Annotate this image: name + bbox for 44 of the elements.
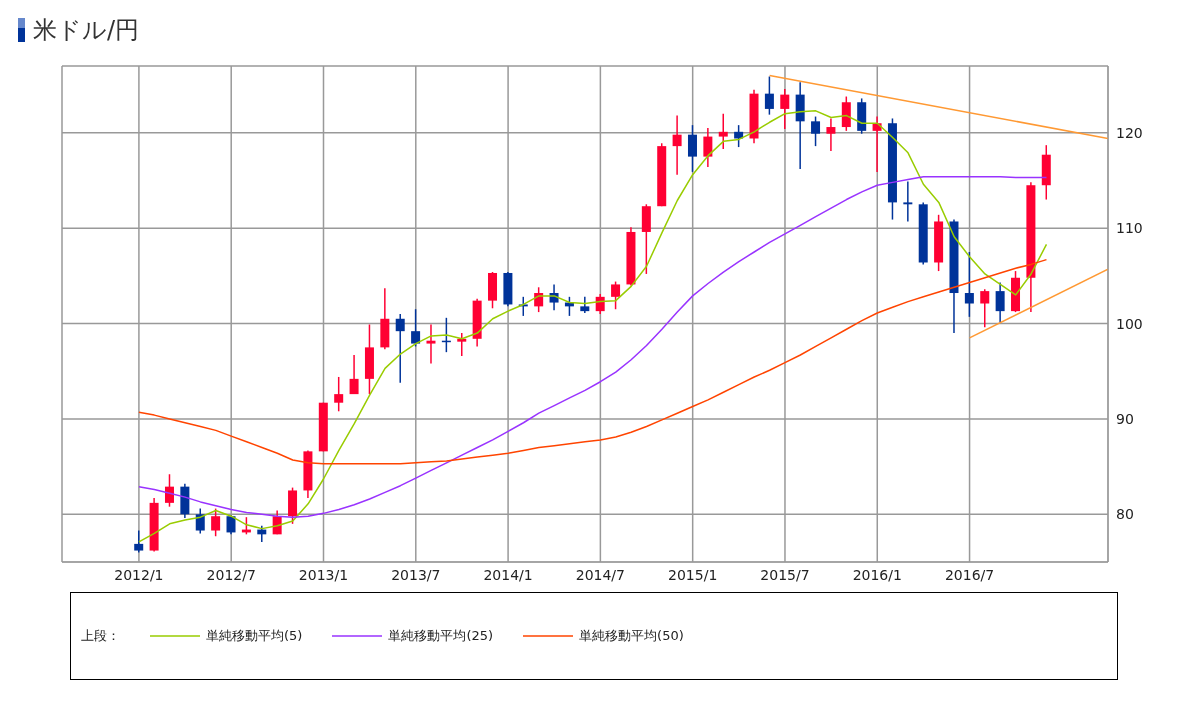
y-tick-label: 100 (1116, 315, 1143, 332)
y-tick-label: 90 (1116, 410, 1134, 427)
candlestick (903, 180, 913, 223)
legend-label: 単純移動平均(50) (579, 627, 684, 645)
candlestick (226, 514, 236, 536)
legend-label: 単純移動平均(25) (388, 627, 494, 645)
candlestick (426, 323, 436, 365)
candlestick (134, 529, 144, 554)
candlestick (195, 507, 205, 535)
y-tick-label: 110 (1116, 220, 1143, 237)
x-tick-label: 2016/7 (944, 566, 995, 583)
candlestick (764, 75, 774, 116)
candlestick (457, 332, 467, 357)
x-tick-label: 2013/1 (298, 566, 349, 583)
candlestick (703, 127, 713, 168)
candlestick (687, 124, 697, 173)
candlestick (980, 288, 990, 329)
candlestick (672, 114, 682, 176)
legend-label: 単純移動平均(5) (206, 627, 303, 645)
line-series (138, 258, 1048, 465)
x-tick-label: 2014/7 (575, 566, 626, 583)
x-tick-label: 2012/1 (114, 566, 164, 583)
candlestick (826, 117, 836, 152)
candlestick (964, 251, 974, 318)
x-tick-label: 2014/1 (483, 566, 533, 583)
x-tick-label: 2015/1 (668, 566, 718, 583)
candlestick (780, 88, 790, 130)
candlestick (395, 313, 405, 384)
candlestick (211, 507, 221, 537)
candlestick (811, 115, 821, 147)
chart-title: 米ドル/円 (33, 15, 140, 46)
candlestick (995, 281, 1005, 324)
candlestick (411, 308, 421, 348)
candlestick (611, 280, 621, 310)
y-tick-label: 80 (1116, 506, 1134, 523)
candlestick (334, 376, 344, 413)
legend-title: 上段： (81, 627, 120, 645)
candlestick (718, 112, 728, 150)
x-tick-label: 2013/7 (391, 566, 441, 583)
x-tick-label: 2012/7 (206, 566, 256, 583)
y-tick-label: 120 (1116, 124, 1143, 141)
x-tick-label: 2015/7 (760, 566, 810, 583)
x-tick-label: 2016/1 (852, 566, 902, 583)
candlestick (349, 354, 359, 395)
